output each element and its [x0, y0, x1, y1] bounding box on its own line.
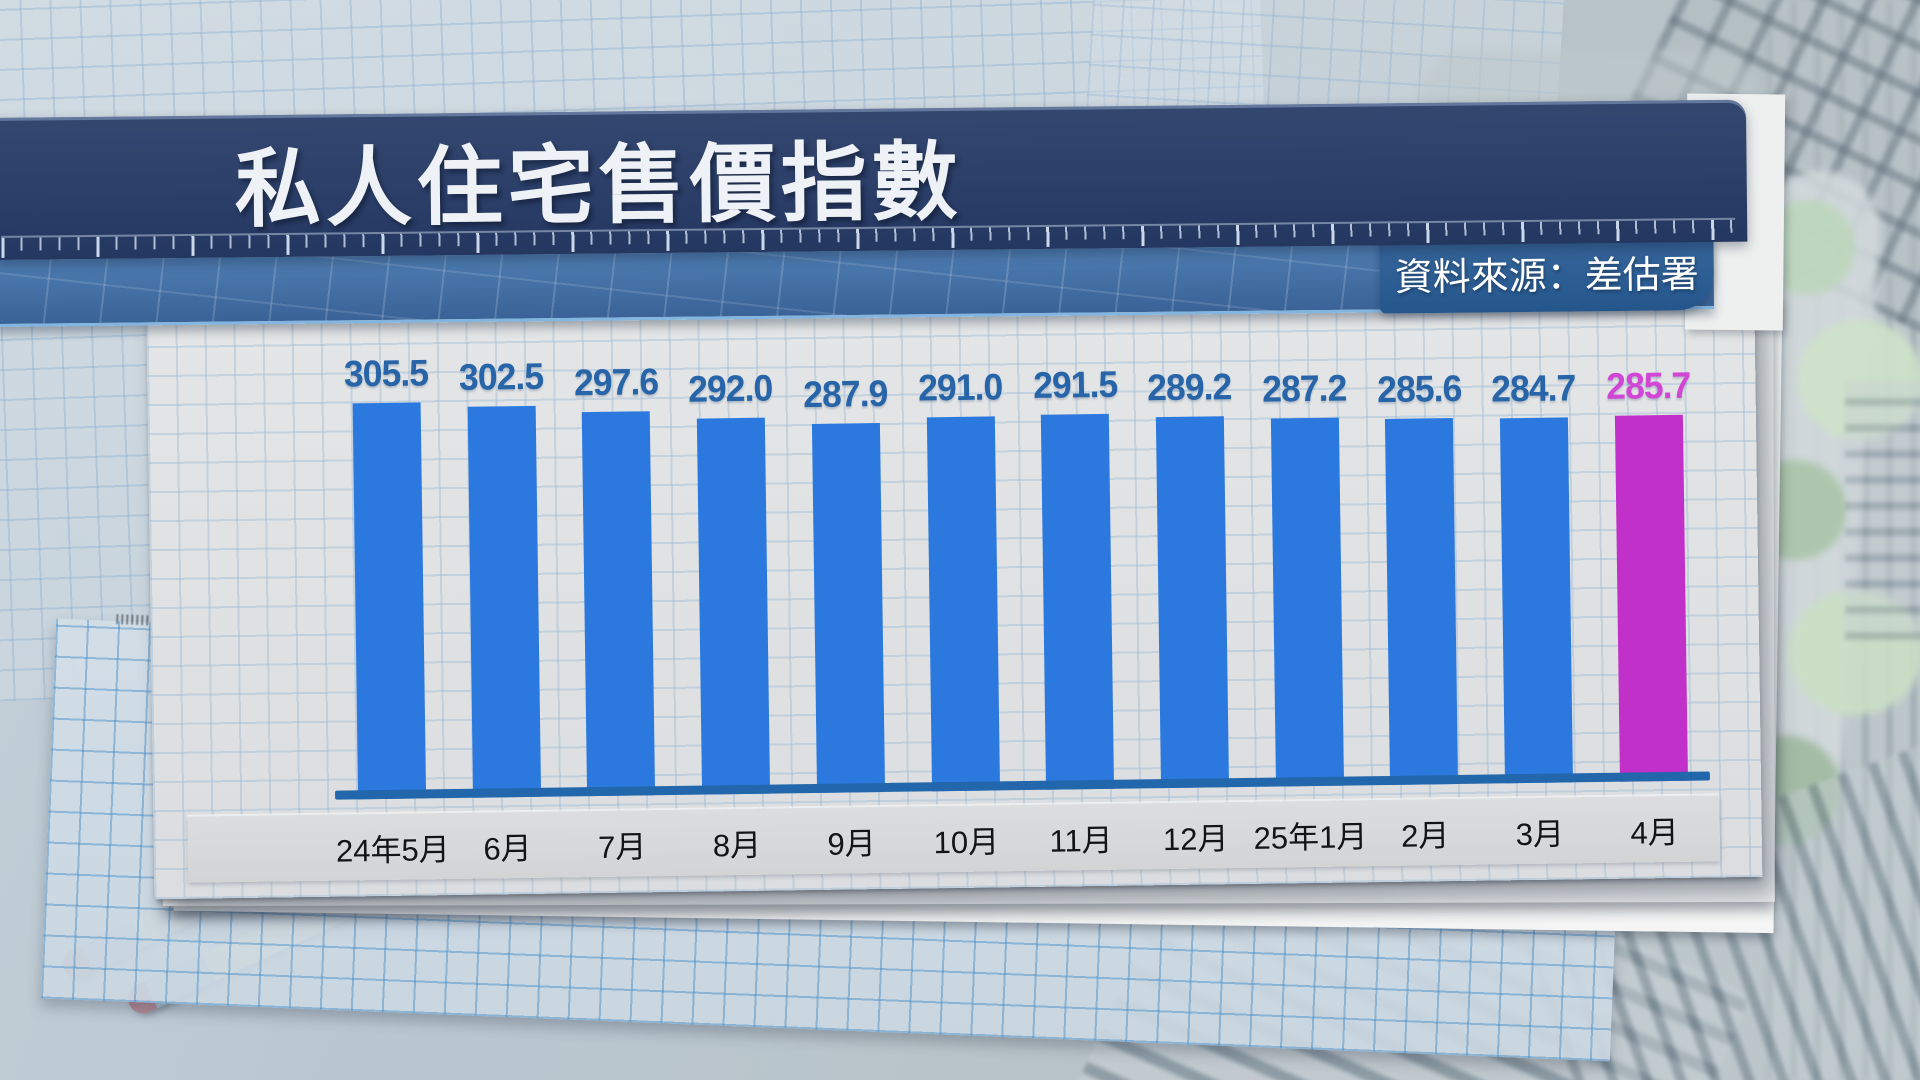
bar-value-label: 291.0 [917, 366, 1003, 409]
bar-item-6月: 302.5 [459, 356, 543, 798]
page-title: 私人住宅售價指數 [234, 134, 964, 238]
bar-item-4月: 285.7 [1606, 365, 1691, 782]
x-axis-label: 6月 [483, 830, 532, 867]
x-axis-label: 11月 [1049, 822, 1113, 859]
bar-value-label: 297.6 [573, 361, 659, 404]
bar-value-label: 305.5 [343, 352, 429, 395]
bar [1270, 417, 1344, 787]
tree-blob-icon [1788, 590, 1920, 715]
chart-paper: 305.5 302.5 297.6 292.0 287.9 291.0 291.5 289.2… [145, 244, 1763, 900]
city-block-mid-right [1845, 380, 1920, 640]
source-label: 資料來源：差估署 [1394, 254, 1699, 300]
bar-value-label: 292.0 [688, 367, 773, 410]
x-axis-label: 12月 [1162, 820, 1229, 857]
bar-value-label: 287.2 [1261, 367, 1347, 410]
bar [1041, 413, 1115, 790]
bar-item-3月: 284.7 [1491, 367, 1576, 784]
x-axis-label: 24年5月 [335, 831, 450, 869]
x-axis-label: 9月 [827, 825, 877, 862]
bar [1500, 417, 1574, 784]
bar-value-label: 287.9 [803, 372, 888, 416]
bar-highlighted [1614, 414, 1688, 782]
bar [582, 411, 656, 797]
x-axis-label-strip: 24年5月 6月 7月 8月 9月 10月 11月 12月 25年1月 2月 3月 4月 [187, 795, 1721, 883]
bar-item-10月: 291.0 [918, 366, 1002, 792]
x-axis-label: 4月 [1630, 814, 1679, 851]
bar [926, 416, 1000, 792]
bar-item-12月: 289.2 [1147, 366, 1232, 789]
bar-value-label: 289.2 [1147, 366, 1232, 409]
bar-item-25年1月: 287.2 [1262, 368, 1347, 787]
x-axis-labels: 24年5月 6月 7月 8月 9月 10月 11月 12月 25年1月 2月 3月 4月 [335, 796, 1689, 881]
bar-item-7月: 297.6 [573, 361, 658, 797]
x-axis-label: 8月 [712, 827, 762, 863]
tree-blob-icon [1798, 320, 1920, 440]
masthead: 資料來源：差估署 私人住宅售價指數 [0, 99, 1748, 330]
bar [1155, 416, 1230, 789]
x-axis-label: 10月 [933, 823, 1000, 860]
x-axis-label: 25年1月 [1253, 818, 1368, 856]
bar-item-2月: 285.6 [1377, 368, 1461, 785]
x-axis-label: 3月 [1515, 816, 1565, 852]
bar-value-label: 302.5 [458, 355, 544, 398]
bar [352, 402, 427, 800]
bar-value-label: 285.7 [1606, 364, 1691, 407]
x-axis-label: 2月 [1400, 817, 1450, 854]
bar-value-label: 284.7 [1491, 367, 1577, 410]
bar [1385, 418, 1459, 785]
bar-item-24年5月: 305.5 [344, 352, 428, 800]
x-axis-label: 7月 [597, 828, 647, 865]
bar [696, 417, 771, 795]
bar-chart: 305.5 302.5 297.6 292.0 287.9 291.0 291.5 289.2… [344, 352, 1691, 800]
bar-item-8月: 292.0 [688, 368, 773, 795]
bar [467, 405, 541, 798]
bar-item-9月: 287.9 [803, 373, 888, 793]
bar [811, 423, 885, 793]
bar-item-11月: 291.5 [1032, 364, 1117, 790]
title-banner: 私人住宅售價指數 [0, 99, 1748, 260]
bar-value-label: 285.6 [1376, 367, 1462, 411]
bar-value-label: 291.5 [1032, 363, 1118, 406]
